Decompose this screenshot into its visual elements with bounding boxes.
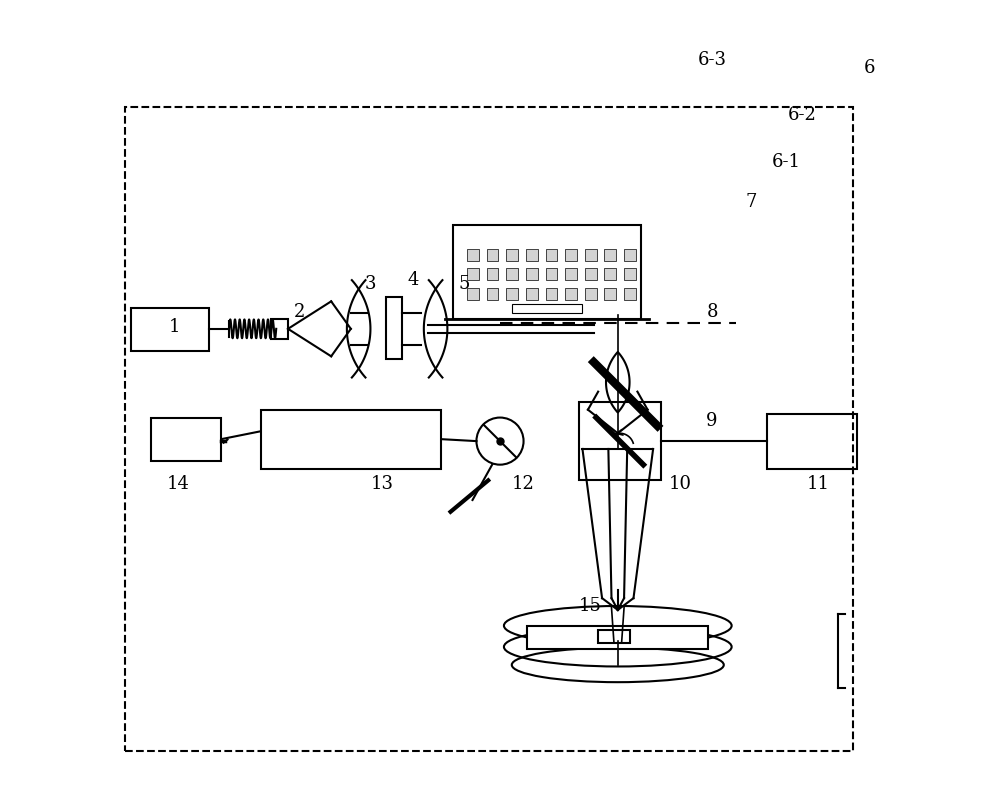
Bar bbox=[624, 249, 636, 261]
Bar bbox=[512, 303, 582, 313]
Text: 13: 13 bbox=[371, 475, 394, 493]
Bar bbox=[565, 288, 577, 299]
Bar bbox=[467, 269, 479, 281]
Bar bbox=[467, 288, 479, 299]
Bar bbox=[579, 402, 661, 481]
Bar bbox=[487, 288, 498, 299]
Text: 3: 3 bbox=[365, 275, 376, 293]
Text: 8: 8 bbox=[706, 303, 718, 321]
Bar bbox=[565, 269, 577, 281]
Bar bbox=[487, 249, 498, 261]
Bar bbox=[453, 225, 641, 319]
Text: 14: 14 bbox=[167, 475, 189, 493]
Bar bbox=[526, 288, 538, 299]
Text: 11: 11 bbox=[807, 475, 830, 493]
Bar bbox=[526, 269, 538, 281]
Bar bbox=[604, 269, 616, 281]
Text: 6: 6 bbox=[863, 59, 875, 77]
Text: 7: 7 bbox=[746, 192, 757, 210]
Text: 2: 2 bbox=[294, 303, 305, 321]
Bar bbox=[598, 630, 630, 643]
Bar bbox=[585, 269, 597, 281]
Bar bbox=[585, 249, 597, 261]
Bar bbox=[624, 288, 636, 299]
Text: 12: 12 bbox=[512, 475, 535, 493]
Bar bbox=[546, 288, 557, 299]
Bar bbox=[624, 269, 636, 281]
Bar bbox=[565, 249, 577, 261]
Text: 6-3: 6-3 bbox=[698, 51, 727, 69]
Bar bbox=[131, 307, 209, 351]
Bar bbox=[261, 410, 441, 469]
Text: 6-1: 6-1 bbox=[772, 154, 801, 171]
Bar bbox=[487, 269, 498, 281]
Bar bbox=[506, 288, 518, 299]
Bar bbox=[125, 107, 853, 751]
Bar bbox=[506, 249, 518, 261]
Bar bbox=[527, 626, 708, 649]
Text: 4: 4 bbox=[408, 271, 419, 289]
Bar bbox=[526, 249, 538, 261]
Text: 6-2: 6-2 bbox=[788, 106, 817, 125]
Bar bbox=[546, 249, 557, 261]
Bar bbox=[585, 288, 597, 299]
Bar bbox=[604, 249, 616, 261]
Bar bbox=[271, 318, 288, 339]
Bar bbox=[151, 418, 221, 461]
Bar bbox=[506, 269, 518, 281]
Bar bbox=[546, 269, 557, 281]
Text: 15: 15 bbox=[579, 597, 602, 615]
Text: 9: 9 bbox=[706, 412, 718, 430]
Bar bbox=[604, 288, 616, 299]
Text: 5: 5 bbox=[459, 275, 470, 293]
Bar bbox=[767, 414, 857, 469]
Text: 10: 10 bbox=[669, 475, 692, 493]
Bar bbox=[386, 297, 402, 359]
Text: 1: 1 bbox=[168, 318, 180, 336]
Bar bbox=[467, 249, 479, 261]
